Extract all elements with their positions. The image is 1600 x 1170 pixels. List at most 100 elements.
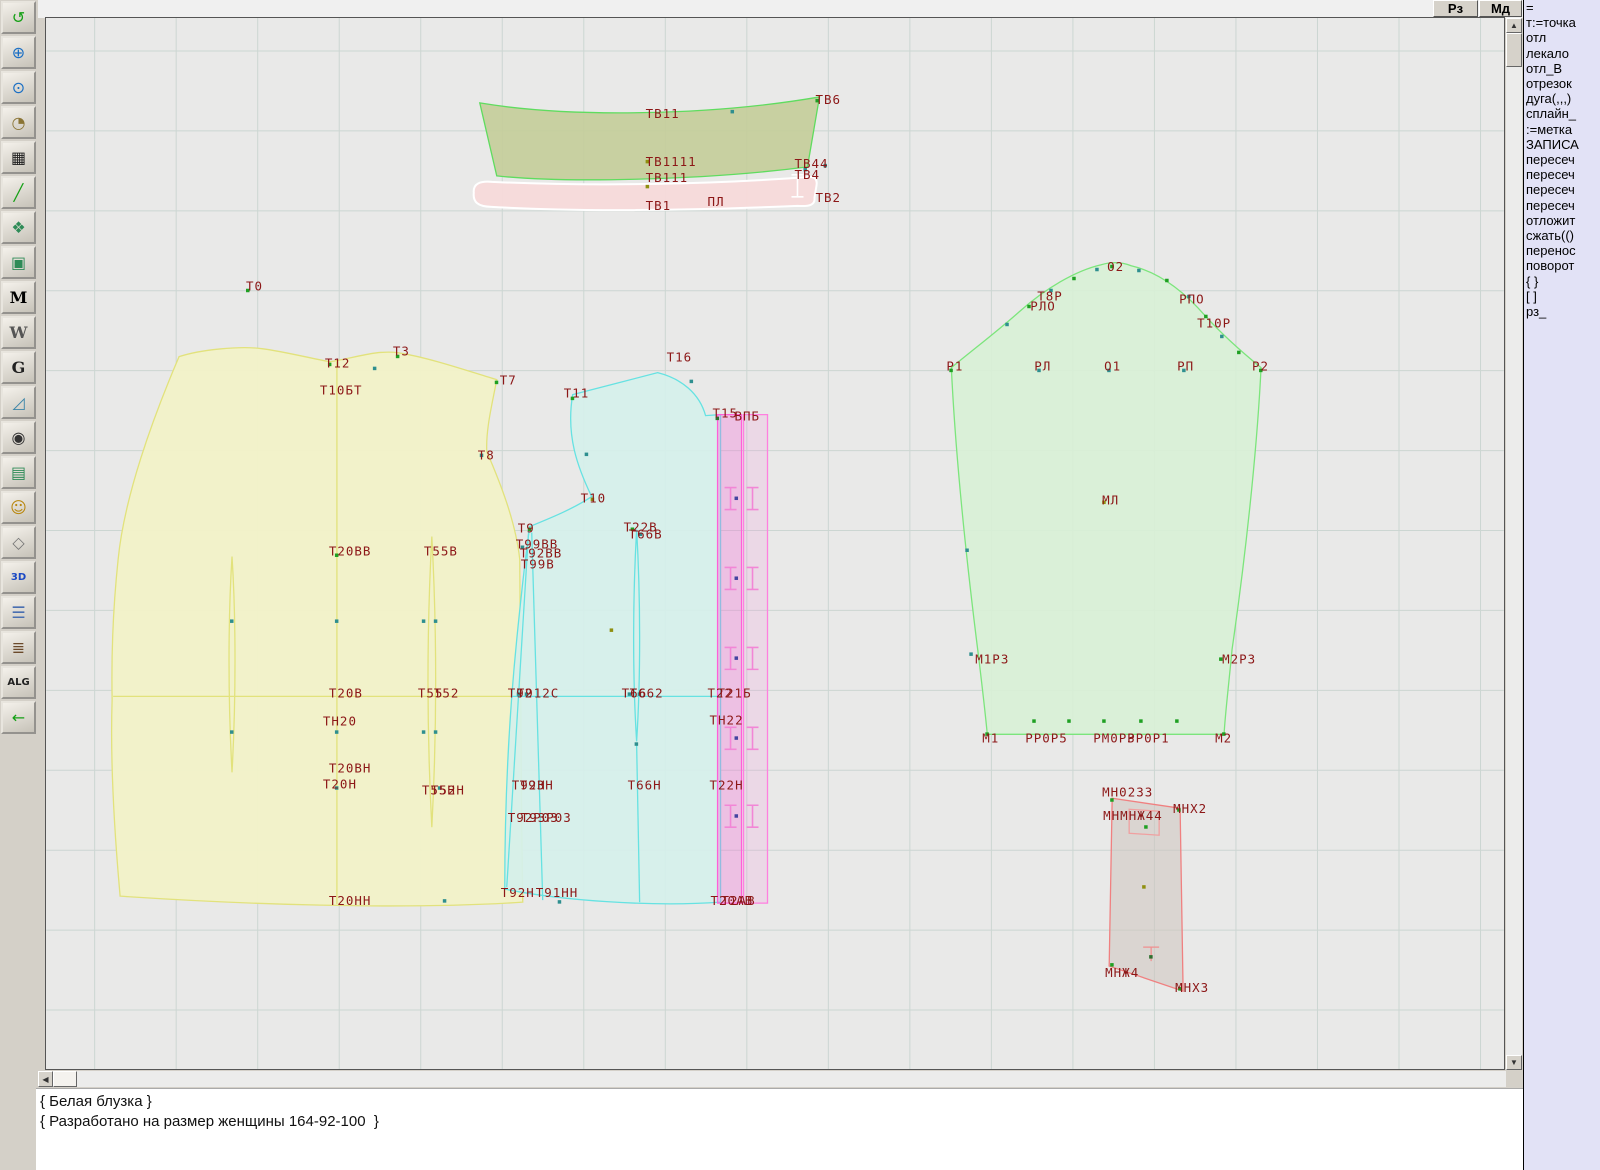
- command-item[interactable]: пересеч: [1526, 152, 1575, 168]
- pattern-point[interactable]: [823, 163, 827, 168]
- pattern-point[interactable]: [230, 619, 234, 623]
- pattern-point[interactable]: [1095, 267, 1099, 272]
- back-dart-left[interactable]: [228, 556, 236, 773]
- pattern-point[interactable]: [609, 628, 614, 632]
- command-item[interactable]: пересеч: [1526, 167, 1575, 183]
- command-item[interactable]: отл: [1526, 30, 1547, 46]
- pattern-point[interactable]: [1204, 314, 1208, 319]
- pattern-point[interactable]: [570, 396, 575, 401]
- pattern-point[interactable]: [1149, 955, 1153, 959]
- books-icon[interactable]: ≣: [1, 631, 36, 664]
- pattern-point[interactable]: [734, 496, 739, 501]
- command-item[interactable]: дуга(,,,): [1526, 91, 1572, 107]
- list-icon[interactable]: ☰: [1, 596, 36, 629]
- pattern-point[interactable]: [1110, 963, 1114, 967]
- pattern-point[interactable]: [527, 527, 532, 532]
- pattern-point[interactable]: [815, 98, 819, 103]
- measure-icon[interactable]: ╱: [1, 176, 36, 209]
- zoom-out-icon[interactable]: ⊙: [1, 71, 36, 104]
- back-dart-right[interactable]: [427, 536, 437, 828]
- pattern-point[interactable]: [969, 652, 973, 656]
- ruler-icon[interactable]: ◿: [1, 386, 36, 419]
- three-d-icon[interactable]: 3D: [1, 561, 36, 594]
- pattern-point[interactable]: [965, 548, 969, 552]
- command-item[interactable]: отложит: [1526, 212, 1576, 228]
- command-item[interactable]: отрезок: [1526, 76, 1572, 92]
- pattern-point[interactable]: [433, 619, 438, 623]
- front-flare-line-1[interactable]: [506, 529, 530, 888]
- horizontal-scrollbar[interactable]: ◀: [38, 1071, 1506, 1087]
- pattern-point[interactable]: [421, 619, 426, 623]
- pattern-point[interactable]: [630, 527, 635, 532]
- front-dart[interactable]: [632, 529, 641, 742]
- command-item[interactable]: поворот: [1526, 258, 1575, 274]
- zoom-in-icon[interactable]: ⊕: [1, 36, 36, 69]
- pattern-point[interactable]: [1182, 368, 1186, 373]
- command-item[interactable]: { }: [1526, 273, 1539, 289]
- pattern-point[interactable]: [637, 692, 642, 696]
- pattern-point[interactable]: [1259, 368, 1263, 373]
- pattern-point[interactable]: [638, 532, 643, 537]
- pattern-point[interactable]: [1144, 825, 1148, 829]
- vertical-scroll-thumb[interactable]: [1506, 33, 1522, 67]
- command-item[interactable]: лекало: [1526, 45, 1569, 61]
- pattern-point[interactable]: [1110, 798, 1114, 802]
- pattern-point[interactable]: [1102, 500, 1106, 505]
- pattern-point[interactable]: [949, 368, 953, 373]
- pattern-point[interactable]: [627, 692, 632, 696]
- pattern-point[interactable]: [734, 736, 739, 740]
- pattern-point[interactable]: [1178, 987, 1182, 991]
- pattern-point[interactable]: [395, 354, 400, 359]
- command-item[interactable]: пересеч: [1526, 182, 1575, 198]
- placket-strip-inner[interactable]: [716, 413, 743, 904]
- collar-piece[interactable]: [478, 96, 821, 181]
- vertical-scrollbar[interactable]: ▲ ▼: [1506, 18, 1522, 1070]
- pattern-point[interactable]: [734, 814, 739, 818]
- pattern-point[interactable]: [327, 362, 332, 367]
- pattern-point[interactable]: [1027, 304, 1031, 309]
- pattern-point[interactable]: [433, 730, 438, 734]
- pattern-point[interactable]: [590, 497, 595, 502]
- pattern-point[interactable]: [1137, 268, 1141, 273]
- cuff-piece[interactable]: [1108, 797, 1184, 992]
- pattern-point[interactable]: [1037, 368, 1041, 373]
- pattern-point[interactable]: [730, 109, 735, 114]
- back-piece[interactable]: [110, 347, 524, 907]
- pattern-point[interactable]: [1072, 276, 1076, 281]
- map-icon[interactable]: ❖: [1, 211, 36, 244]
- pattern-point[interactable]: [494, 380, 499, 385]
- command-item[interactable]: =: [1526, 0, 1534, 15]
- pattern-point[interactable]: [1237, 350, 1241, 355]
- pattern-point[interactable]: [1142, 885, 1146, 889]
- md-mode-button[interactable]: Мд: [1479, 0, 1522, 17]
- pattern-point[interactable]: [1005, 322, 1009, 327]
- pattern-point[interactable]: [334, 730, 339, 734]
- pattern-point[interactable]: [1102, 719, 1106, 723]
- view-piece-icon[interactable]: ◔: [1, 106, 36, 139]
- command-item[interactable]: сжать((): [1526, 228, 1575, 244]
- command-item[interactable]: ЗАПИСА: [1526, 136, 1579, 152]
- pattern-point[interactable]: [1177, 808, 1181, 812]
- pattern-point[interactable]: [334, 786, 339, 790]
- cuff-t-mark[interactable]: [1143, 946, 1160, 962]
- pattern-point[interactable]: [524, 692, 529, 696]
- pattern-point[interactable]: [584, 452, 589, 457]
- pattern-point[interactable]: [1032, 719, 1036, 723]
- pattern-point[interactable]: [1067, 719, 1071, 723]
- exit-icon[interactable]: ←: [1, 701, 36, 734]
- placket-strip-outer[interactable]: [742, 413, 769, 904]
- command-item[interactable]: :=метка: [1526, 121, 1573, 137]
- pattern-point[interactable]: [442, 899, 447, 903]
- pattern-point[interactable]: [1187, 294, 1191, 299]
- pattern-point[interactable]: [1139, 719, 1143, 723]
- pattern-point[interactable]: [1222, 732, 1226, 736]
- pattern-point[interactable]: [645, 159, 650, 164]
- pattern-icon[interactable]: ▣: [1, 246, 36, 279]
- command-item[interactable]: отл_В: [1526, 60, 1563, 76]
- pattern-point[interactable]: [985, 732, 989, 736]
- portrait-icon[interactable]: ☺: [1, 491, 36, 524]
- sleeve-piece[interactable]: [950, 261, 1262, 735]
- command-item[interactable]: т:=точка: [1526, 15, 1576, 31]
- pattern-point[interactable]: [520, 545, 525, 549]
- scroll-down-button[interactable]: ▼: [1506, 1055, 1522, 1070]
